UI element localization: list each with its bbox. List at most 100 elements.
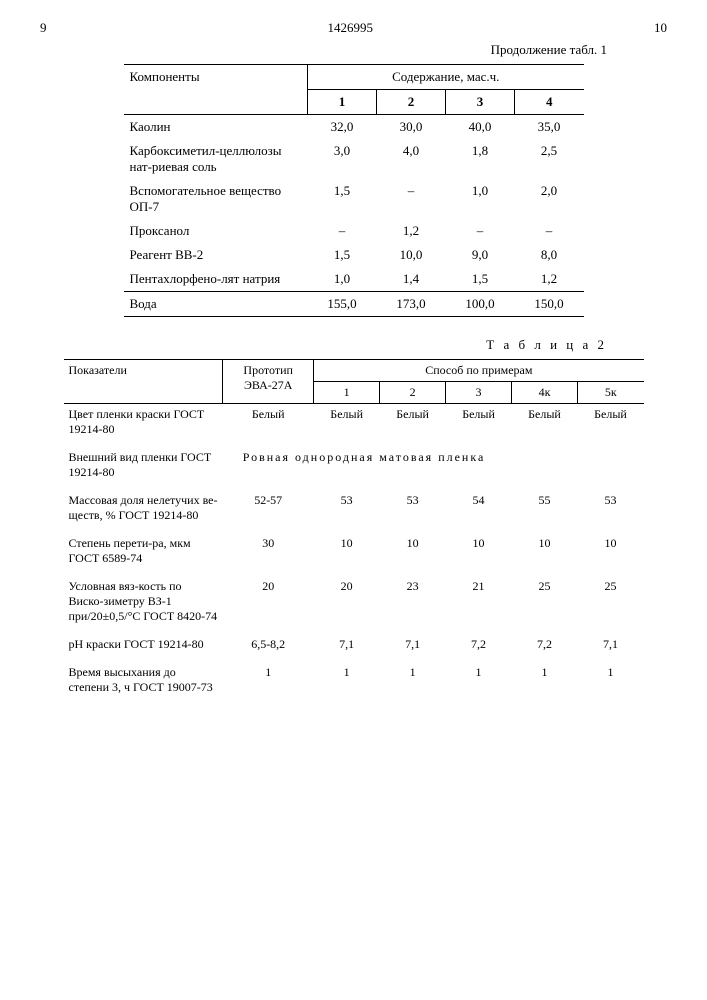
row-label: Массовая доля нелетучих ве-ществ, % ГОСТ…: [64, 483, 223, 526]
cell-value: 1,2: [515, 267, 584, 292]
cell-value: –: [308, 219, 377, 243]
cell-value: 35,0: [515, 115, 584, 140]
row-label: Карбоксиметил-целлюлозы нат-риевая соль: [124, 139, 308, 179]
table-row: Каолин32,030,040,035,0: [124, 115, 584, 140]
cell-value: 1: [446, 655, 512, 698]
row-label: Внешний вид пленки ГОСТ 19214-80: [64, 440, 223, 483]
cell-value: 8,0: [515, 243, 584, 267]
t1-header-content: Содержание, мас.ч.: [308, 65, 584, 90]
cell-value: 7,2: [512, 627, 578, 655]
prototype-value: 6,5-8,2: [223, 627, 314, 655]
prototype-value: 1: [223, 655, 314, 698]
cell-value: 2,5: [515, 139, 584, 179]
cell-value: 7,1: [314, 627, 380, 655]
t2-col-2: 2: [380, 382, 446, 404]
cell-value: 1,5: [446, 267, 515, 292]
row-label: Реагент ВВ-2: [124, 243, 308, 267]
cell-value: –: [377, 179, 446, 219]
cell-value: Белый: [577, 404, 643, 441]
cell-value: 7,2: [446, 627, 512, 655]
cell-value: 10: [380, 526, 446, 569]
cell-value: 155,0: [308, 292, 377, 317]
row-label: Условная вяз-кость по Виско-зиметру ВЗ-1…: [64, 569, 223, 627]
cell-value: 32,0: [308, 115, 377, 140]
page-header: 9 1426995 10: [40, 20, 667, 36]
row-label: Вспомогательное вещество ОП-7: [124, 179, 308, 219]
cell-value: 20: [314, 569, 380, 627]
cell-value: 1: [314, 655, 380, 698]
cell-value: 7,1: [380, 627, 446, 655]
row-label: Каолин: [124, 115, 308, 140]
cell-value: Белый: [512, 404, 578, 441]
t1-header-components: Компоненты: [124, 65, 308, 115]
prototype-value: 30: [223, 526, 314, 569]
cell-value: 4,0: [377, 139, 446, 179]
cell-value: Белый: [314, 404, 380, 441]
t2-col-1: 1: [314, 382, 380, 404]
cell-value: Белый: [446, 404, 512, 441]
table-row: Внешний вид пленки ГОСТ 19214-80Ровная о…: [64, 440, 644, 483]
t1-col-4: 4: [515, 90, 584, 115]
cell-value: 21: [446, 569, 512, 627]
cell-value: 1,4: [377, 267, 446, 292]
t1-col-3: 3: [446, 90, 515, 115]
cell-value: 10,0: [377, 243, 446, 267]
page-number-right: 10: [654, 20, 667, 36]
cell-value: 1: [512, 655, 578, 698]
cell-value: 54: [446, 483, 512, 526]
cell-value: 30,0: [377, 115, 446, 140]
page-number-left: 9: [40, 20, 47, 36]
table-row: Условная вяз-кость по Виско-зиметру ВЗ-1…: [64, 569, 644, 627]
cell-value: 1: [380, 655, 446, 698]
table-row: Цвет пленки краски ГОСТ 19214-80БелыйБел…: [64, 404, 644, 441]
cell-value: 150,0: [515, 292, 584, 317]
table-row: Массовая доля нелетучих ве-ществ, % ГОСТ…: [64, 483, 644, 526]
row-label: Вода: [124, 292, 308, 317]
cell-value: 1,0: [308, 267, 377, 292]
row-label: Проксанол: [124, 219, 308, 243]
cell-value: 9,0: [446, 243, 515, 267]
t2-header-indicators: Показатели: [64, 360, 223, 404]
prototype-value: 52-57: [223, 483, 314, 526]
cell-value: 53: [314, 483, 380, 526]
table-2: Показатели Прототип ЭВА-27А Способ по пр…: [64, 359, 644, 698]
t2-col-5: 5к: [577, 382, 643, 404]
row-label: Цвет пленки краски ГОСТ 19214-80: [64, 404, 223, 441]
prototype-value: 20: [223, 569, 314, 627]
cell-value: 1: [577, 655, 643, 698]
table-row: Карбоксиметил-целлюлозы нат-риевая соль3…: [124, 139, 584, 179]
cell-value: 2,0: [515, 179, 584, 219]
table2-caption: Т а б л и ц а 2: [40, 337, 607, 353]
cell-value: 1,0: [446, 179, 515, 219]
cell-value: Белый: [380, 404, 446, 441]
cell-value: 25: [577, 569, 643, 627]
cell-value: 3,0: [308, 139, 377, 179]
prototype-value: Белый: [223, 404, 314, 441]
cell-value: 100,0: [446, 292, 515, 317]
cell-value: 1,2: [377, 219, 446, 243]
cell-value: 173,0: [377, 292, 446, 317]
cell-value: 10: [446, 526, 512, 569]
table-row: Проксанол–1,2––: [124, 219, 584, 243]
cell-value: 10: [314, 526, 380, 569]
cell-value: 1,8: [446, 139, 515, 179]
cell-value: 10: [512, 526, 578, 569]
row-label: Время высыхания до степени 3, ч ГОСТ 190…: [64, 655, 223, 698]
cell-value: –: [446, 219, 515, 243]
cell-value: 53: [577, 483, 643, 526]
cell-value: 55: [512, 483, 578, 526]
table-1: Компоненты Содержание, мас.ч. 1 2 3 4 Ка…: [124, 64, 584, 317]
cell-value: 1,5: [308, 179, 377, 219]
table1-caption: Продолжение табл. 1: [40, 42, 607, 58]
table-row: Вспомогательное вещество ОП-71,5–1,02,0: [124, 179, 584, 219]
table-row: Вода155,0173,0100,0150,0: [124, 292, 584, 317]
document-number: 1426995: [328, 20, 374, 36]
cell-value: 1,5: [308, 243, 377, 267]
cell-value: 53: [380, 483, 446, 526]
span-cell: Ровная однородная матовая пленка: [223, 440, 644, 483]
table-row: Реагент ВВ-21,510,09,08,0: [124, 243, 584, 267]
cell-value: 25: [512, 569, 578, 627]
table-row: рН краски ГОСТ 19214-806,5-8,27,17,17,27…: [64, 627, 644, 655]
table-row: Время высыхания до степени 3, ч ГОСТ 190…: [64, 655, 644, 698]
t1-col-2: 2: [377, 90, 446, 115]
